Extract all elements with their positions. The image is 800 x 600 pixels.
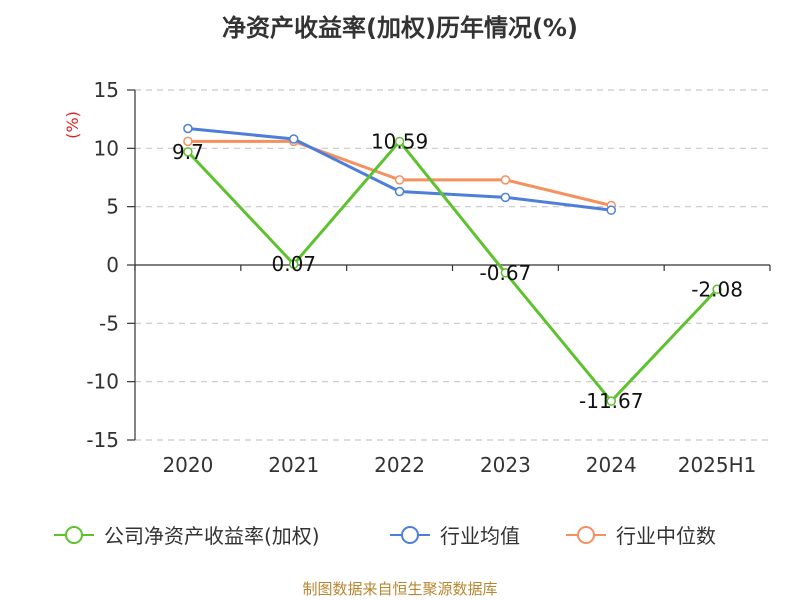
data-point (183, 147, 193, 157)
data-point (183, 136, 193, 147)
legend-item-industry-median[interactable]: 行业中位数 (566, 520, 716, 549)
data-label: 0.07 (271, 252, 316, 276)
series-line-0 (186, 139, 719, 403)
y-tick-label: 15 (94, 78, 119, 102)
x-tick-label: 2020 (162, 453, 213, 477)
legend-marker-orange-icon (566, 525, 606, 544)
x-tick-label: 2021 (268, 453, 319, 477)
source-note: 制图数据来自恒生聚源数据库 (302, 580, 498, 598)
y-tick-label: -15 (86, 428, 119, 452)
data-point (289, 259, 299, 269)
data-point (500, 268, 511, 278)
chart-title: 净资产收益率(加权)历年情况(%) (222, 14, 578, 42)
y-tick-label: -5 (99, 311, 119, 335)
legend-label: 行业均值 (440, 524, 520, 548)
data-point (606, 396, 616, 406)
data-point (712, 284, 722, 295)
legend-item-industry-mean[interactable]: 行业均值 (390, 520, 520, 549)
data-label: -2.08 (691, 277, 743, 301)
x-tick-label: 2024 (586, 453, 637, 477)
legend-marker-green-icon (54, 525, 94, 544)
y-tick-label: 5 (106, 195, 119, 219)
data-point (394, 175, 405, 185)
data-point (500, 175, 511, 185)
legend-marker-blue-icon (390, 525, 430, 544)
data-point (500, 192, 511, 203)
y-tick-label: 0 (106, 253, 119, 277)
legend-label: 行业中位数 (616, 524, 716, 548)
x-tick-label: 2025H1 (678, 453, 757, 477)
axes: 15 10 5 0 -5 -10 -15 2020 2021 2022 2023 2024 2025H1… (63, 78, 771, 477)
series-lines (183, 123, 722, 406)
grid-lines (135, 89, 770, 441)
data-label: 9.7 (172, 140, 204, 164)
x-tick-label: 2023 (480, 453, 531, 477)
data-label: 10.59 (371, 129, 428, 153)
data-labels: 9.7 0.07 10.59 -0.67 -11.67 -2.08 (172, 129, 743, 413)
data-point (394, 186, 405, 197)
legend-label: 公司净资产收益率(加权) (104, 524, 320, 548)
data-label: -11.67 (579, 389, 643, 413)
data-point (289, 134, 299, 144)
data-label: -0.67 (480, 261, 532, 285)
y-tick-label: 10 (94, 136, 119, 160)
y-tick-label: -10 (86, 370, 119, 394)
data-point (606, 205, 616, 215)
data-point (394, 136, 405, 147)
data-point (183, 123, 193, 134)
y-axis-label: (%) (63, 111, 82, 139)
x-tick-label: 2022 (374, 453, 425, 477)
legend-item-company-roe[interactable]: 公司净资产收益率(加权) (54, 520, 320, 549)
